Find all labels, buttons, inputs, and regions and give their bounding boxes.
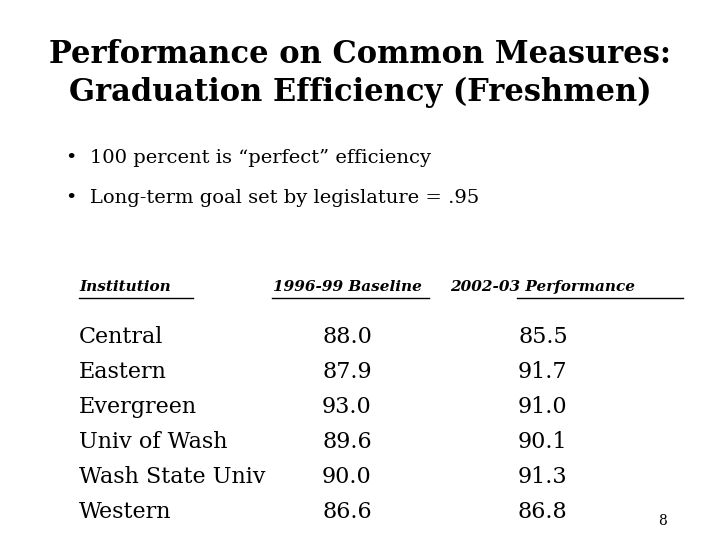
- Text: Western: Western: [79, 501, 171, 523]
- Text: Central: Central: [79, 326, 163, 348]
- Text: 1996-99 Baseline: 1996-99 Baseline: [272, 280, 421, 294]
- Text: 8: 8: [658, 514, 667, 528]
- Text: Evergreen: Evergreen: [79, 396, 197, 419]
- Text: 2002-03 Performance: 2002-03 Performance: [451, 280, 635, 294]
- Text: 85.5: 85.5: [518, 326, 567, 348]
- Text: 86.6: 86.6: [322, 501, 372, 523]
- Text: 88.0: 88.0: [322, 326, 372, 348]
- Text: 93.0: 93.0: [322, 396, 372, 419]
- Text: 91.7: 91.7: [518, 361, 567, 383]
- Text: 91.3: 91.3: [518, 466, 567, 488]
- Text: •  100 percent is “perfect” efficiency: • 100 percent is “perfect” efficiency: [66, 149, 431, 167]
- Text: 86.8: 86.8: [518, 501, 568, 523]
- Text: 90.0: 90.0: [322, 466, 372, 488]
- Text: 90.1: 90.1: [518, 431, 567, 453]
- Text: Wash State Univ: Wash State Univ: [79, 466, 266, 488]
- Text: Institution: Institution: [79, 280, 171, 294]
- Text: Performance on Common Measures:
Graduation Efficiency (Freshmen): Performance on Common Measures: Graduati…: [49, 39, 671, 109]
- Text: 89.6: 89.6: [322, 431, 372, 453]
- Text: Univ of Wash: Univ of Wash: [79, 431, 228, 453]
- Text: 91.0: 91.0: [518, 396, 567, 419]
- Text: •  Long-term goal set by legislature = .95: • Long-term goal set by legislature = .9…: [66, 190, 480, 207]
- Text: 87.9: 87.9: [322, 361, 372, 383]
- Text: Eastern: Eastern: [79, 361, 167, 383]
